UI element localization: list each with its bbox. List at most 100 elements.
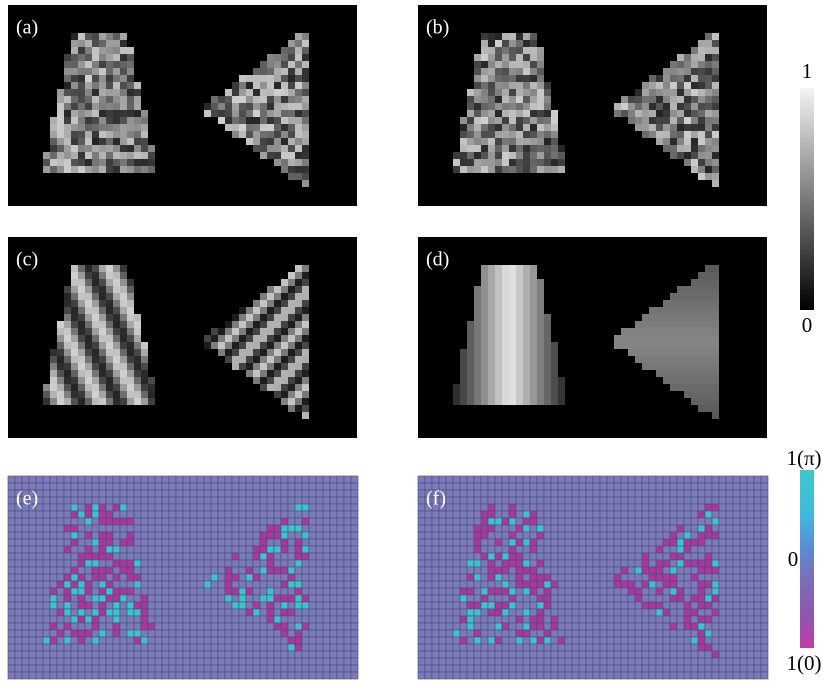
pixel bbox=[330, 665, 337, 672]
pixel bbox=[467, 321, 474, 328]
pixel bbox=[71, 265, 78, 272]
pixel bbox=[134, 651, 141, 658]
pixel bbox=[642, 644, 649, 651]
pixel bbox=[92, 637, 99, 644]
pixel bbox=[183, 546, 190, 553]
pixel bbox=[712, 54, 719, 61]
pixel bbox=[684, 293, 691, 300]
pixel bbox=[113, 497, 120, 504]
pixel bbox=[474, 68, 481, 75]
pixel bbox=[593, 497, 600, 504]
pixel bbox=[649, 567, 656, 574]
pixel bbox=[635, 504, 642, 511]
pixel bbox=[288, 166, 295, 173]
pixel bbox=[418, 553, 425, 560]
pixel bbox=[586, 574, 593, 581]
pixel bbox=[677, 490, 684, 497]
pixel bbox=[113, 110, 120, 117]
pixel bbox=[502, 166, 509, 173]
pixel bbox=[418, 476, 425, 483]
pixel bbox=[446, 511, 453, 518]
pixel bbox=[481, 265, 488, 272]
pixel bbox=[113, 117, 120, 124]
pixel bbox=[684, 152, 691, 159]
pixel bbox=[197, 616, 204, 623]
pixel bbox=[295, 47, 302, 54]
pixel bbox=[579, 560, 586, 567]
pixel bbox=[120, 504, 127, 511]
pixel bbox=[302, 40, 309, 47]
pixel bbox=[698, 138, 705, 145]
pixel bbox=[495, 658, 502, 665]
pixel bbox=[64, 131, 71, 138]
pixel bbox=[246, 525, 253, 532]
pixel bbox=[481, 609, 488, 616]
pixel bbox=[127, 553, 134, 560]
pixel bbox=[621, 525, 628, 532]
pixel bbox=[183, 644, 190, 651]
pixel bbox=[36, 602, 43, 609]
pixel bbox=[267, 623, 274, 630]
pixel bbox=[432, 609, 439, 616]
pixel bbox=[288, 117, 295, 124]
pixel bbox=[698, 616, 705, 623]
pixel bbox=[516, 33, 523, 40]
pixel bbox=[530, 138, 537, 145]
pixel bbox=[670, 623, 677, 630]
pixel bbox=[439, 616, 446, 623]
pixel bbox=[712, 124, 719, 131]
pixel bbox=[495, 483, 502, 490]
pixel bbox=[523, 574, 530, 581]
pixel bbox=[523, 68, 530, 75]
gray-colorbar bbox=[800, 88, 814, 310]
pixel bbox=[267, 286, 274, 293]
pixel bbox=[544, 560, 551, 567]
pixel bbox=[656, 602, 663, 609]
pixel bbox=[302, 644, 309, 651]
pixel bbox=[246, 110, 253, 117]
pixel bbox=[495, 567, 502, 574]
pixel bbox=[705, 511, 712, 518]
pixel bbox=[50, 518, 57, 525]
pixel bbox=[197, 567, 204, 574]
pixel bbox=[302, 363, 309, 370]
pixel bbox=[225, 616, 232, 623]
pixel bbox=[120, 265, 127, 272]
pixel bbox=[337, 623, 344, 630]
pixel bbox=[85, 335, 92, 342]
pixel bbox=[8, 616, 15, 623]
pixel bbox=[267, 61, 274, 68]
pixel bbox=[134, 539, 141, 546]
pixel bbox=[565, 637, 572, 644]
pixel bbox=[698, 651, 705, 658]
pixel bbox=[8, 525, 15, 532]
pixel bbox=[754, 490, 761, 497]
pixel bbox=[509, 103, 516, 110]
pixel bbox=[516, 124, 523, 131]
pixel bbox=[344, 567, 351, 574]
pixel bbox=[467, 672, 474, 679]
pixel bbox=[141, 152, 148, 159]
pixel bbox=[267, 553, 274, 560]
pixel bbox=[495, 384, 502, 391]
pixel bbox=[113, 581, 120, 588]
pixel bbox=[204, 511, 211, 518]
pixel bbox=[537, 490, 544, 497]
pixel bbox=[495, 349, 502, 356]
pixel bbox=[537, 328, 544, 335]
panel-label: (c) bbox=[16, 249, 38, 271]
pixel bbox=[649, 588, 656, 595]
pixel bbox=[537, 553, 544, 560]
pixel bbox=[71, 321, 78, 328]
pixel bbox=[148, 159, 155, 166]
pixel bbox=[43, 518, 50, 525]
pixel bbox=[43, 476, 50, 483]
pixel bbox=[211, 588, 218, 595]
pixel bbox=[600, 539, 607, 546]
pixel bbox=[502, 349, 509, 356]
pixel bbox=[148, 567, 155, 574]
pixel bbox=[253, 497, 260, 504]
pixel bbox=[295, 490, 302, 497]
pixel bbox=[530, 553, 537, 560]
pixel bbox=[432, 525, 439, 532]
